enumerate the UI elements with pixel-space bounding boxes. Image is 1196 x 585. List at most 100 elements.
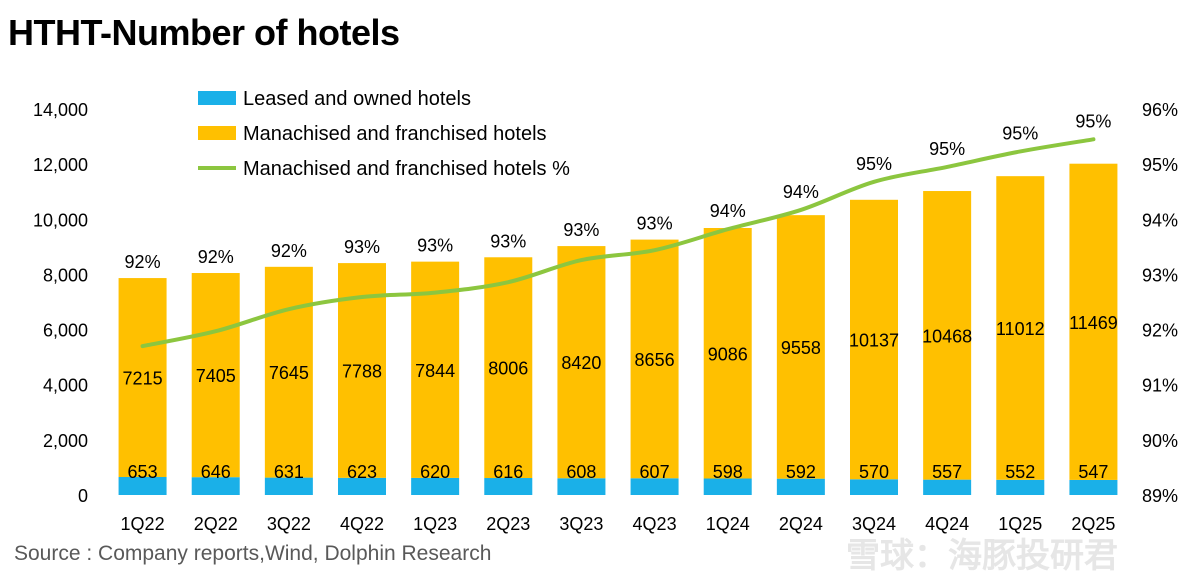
data-label-leased-1Q24: 598 — [713, 462, 743, 482]
bar-franchised-1Q25 — [996, 176, 1045, 480]
data-label-franchised-2Q23: 8006 — [488, 359, 528, 379]
data-label-leased-1Q22: 653 — [128, 462, 158, 482]
data-label-pct-2Q25: 95% — [1075, 111, 1111, 131]
data-label-pct-1Q22: 92% — [125, 252, 161, 272]
data-label-franchised-1Q23: 7844 — [415, 361, 455, 381]
legend-label-leased: Leased and owned hotels — [243, 88, 471, 110]
bar-leased-3Q24 — [850, 479, 898, 495]
y-tick-label: 14,000 — [33, 100, 88, 120]
data-label-leased-3Q23: 608 — [566, 462, 596, 482]
data-label-pct-1Q23: 93% — [417, 236, 453, 256]
bar-franchised-4Q24 — [923, 191, 972, 480]
data-label-pct-3Q22: 92% — [271, 241, 307, 261]
data-label-pct-3Q23: 93% — [563, 220, 599, 240]
line-series-group — [140, 137, 1096, 349]
legend: Leased and owned hotels Manachised and f… — [198, 88, 570, 180]
bar-franchised-2Q23 — [484, 257, 533, 479]
x-tick-label-3Q22: 3Q22 — [267, 514, 311, 534]
data-label-leased-4Q24: 557 — [932, 462, 962, 482]
data-label-leased-2Q22: 646 — [201, 462, 231, 482]
data-label-pct-2Q22: 92% — [198, 247, 234, 267]
bar-franchised-3Q24 — [850, 199, 898, 480]
legend-swatch-leased — [198, 91, 236, 105]
bar-franchised-1Q23 — [411, 261, 460, 478]
bar-group — [118, 163, 1118, 495]
data-label-pct-4Q22: 93% — [344, 237, 380, 257]
bar-franchised-2Q24 — [776, 215, 825, 479]
y2-tick-label: 94% — [1142, 210, 1178, 230]
x-tick-label-1Q22: 1Q22 — [121, 514, 165, 534]
x-tick-label-4Q24: 4Q24 — [925, 514, 969, 534]
y-tick-label: 12,000 — [33, 155, 88, 175]
data-label-leased-3Q24: 570 — [859, 462, 889, 482]
bar-leased-2Q24 — [776, 478, 825, 495]
data-label-pct-4Q23: 93% — [637, 214, 673, 234]
bar-franchised-3Q23 — [557, 246, 606, 479]
source-note: Source : Company reports,Wind, Dolphin R… — [14, 542, 492, 565]
bar-franchised-1Q24 — [703, 227, 752, 479]
y-tick-label: 0 — [78, 486, 88, 506]
x-tick-label-3Q24: 3Q24 — [852, 514, 896, 534]
y2-tick-label: 92% — [1142, 321, 1178, 341]
data-label-leased-2Q24: 592 — [786, 462, 816, 482]
x-tick-label-2Q22: 2Q22 — [194, 514, 238, 534]
x-tick-label-2Q24: 2Q24 — [779, 514, 823, 534]
y2-tick-label: 91% — [1142, 376, 1178, 396]
bar-leased-3Q22 — [264, 477, 313, 495]
data-label-franchised-1Q25: 11012 — [996, 319, 1045, 339]
line-franchised-pct — [140, 137, 1096, 349]
bar-leased-2Q22 — [191, 477, 240, 495]
x-tick-label-4Q22: 4Q22 — [340, 514, 384, 534]
y-tick-label: 8,000 — [43, 265, 88, 285]
legend-swatch-franchised — [198, 126, 236, 140]
data-label-franchised-4Q24: 10468 — [922, 326, 972, 346]
segment-label-group: 653 7215 646 7405 631 7645 623 7788 620 7844 616 80… — [123, 313, 1118, 482]
watermark: 雪球：海豚投研君 — [846, 536, 1118, 576]
bar-franchised-1Q22 — [118, 278, 167, 477]
data-label-franchised-3Q23: 8420 — [561, 353, 601, 373]
legend-label-franchised-pct: Manachised and franchised hotels % — [243, 158, 570, 180]
y-tick-label: 10,000 — [33, 210, 88, 230]
data-label-franchised-4Q22: 7788 — [342, 361, 382, 381]
y2-tick-label: 96% — [1142, 100, 1178, 120]
bar-leased-1Q25 — [996, 479, 1045, 495]
data-label-pct-3Q24: 95% — [856, 154, 892, 174]
x-tick-label-2Q25: 2Q25 — [1071, 514, 1115, 534]
chart-title: HTHT-Number of hotels — [8, 12, 400, 53]
bar-leased-3Q23 — [557, 478, 606, 495]
bar-franchised-2Q25 — [1069, 163, 1118, 480]
data-label-franchised-2Q24: 9558 — [781, 338, 821, 358]
data-label-pct-2Q23: 93% — [490, 231, 526, 251]
bar-leased-1Q24 — [703, 478, 752, 495]
data-label-leased-2Q23: 616 — [493, 462, 523, 482]
data-label-pct-2Q24: 94% — [783, 182, 819, 202]
bar-franchised-2Q22 — [191, 273, 240, 478]
legend-label-franchised: Manachised and franchised hotels — [243, 123, 547, 145]
y2-tick-label: 90% — [1142, 431, 1178, 451]
bar-leased-2Q25 — [1069, 479, 1118, 495]
bar-franchised-3Q22 — [264, 266, 313, 478]
data-label-leased-4Q23: 607 — [640, 462, 670, 482]
y2-tick-label: 95% — [1142, 155, 1178, 175]
bar-leased-1Q23 — [411, 477, 460, 495]
data-label-leased-3Q22: 631 — [274, 462, 304, 482]
bar-leased-2Q23 — [484, 478, 533, 495]
data-label-pct-1Q25: 95% — [1002, 123, 1038, 143]
bar-franchised-4Q23 — [630, 239, 679, 479]
bar-leased-1Q22 — [118, 476, 167, 495]
data-label-franchised-2Q22: 7405 — [196, 366, 236, 386]
data-label-franchised-3Q24: 10137 — [849, 331, 899, 351]
bar-leased-4Q22 — [338, 477, 386, 495]
x-tick-label-1Q24: 1Q24 — [706, 514, 750, 534]
data-label-franchised-1Q24: 9086 — [708, 344, 748, 364]
bar-leased-4Q23 — [630, 478, 679, 495]
y-tick-label: 6,000 — [43, 321, 88, 341]
data-label-leased-4Q22: 623 — [347, 462, 377, 482]
y2-tick-label: 89% — [1142, 486, 1178, 506]
data-label-franchised-1Q22: 7215 — [123, 369, 163, 389]
x-tick-label-4Q23: 4Q23 — [633, 514, 677, 534]
data-label-franchised-4Q23: 8656 — [635, 350, 675, 370]
axes-group: 1Q22 2Q22 3Q22 4Q22 1Q23 2Q23 3Q23 4Q23 1Q24 2Q24… — [33, 100, 1178, 534]
x-tick-label-3Q23: 3Q23 — [559, 514, 603, 534]
data-label-leased-1Q25: 552 — [1005, 462, 1035, 482]
